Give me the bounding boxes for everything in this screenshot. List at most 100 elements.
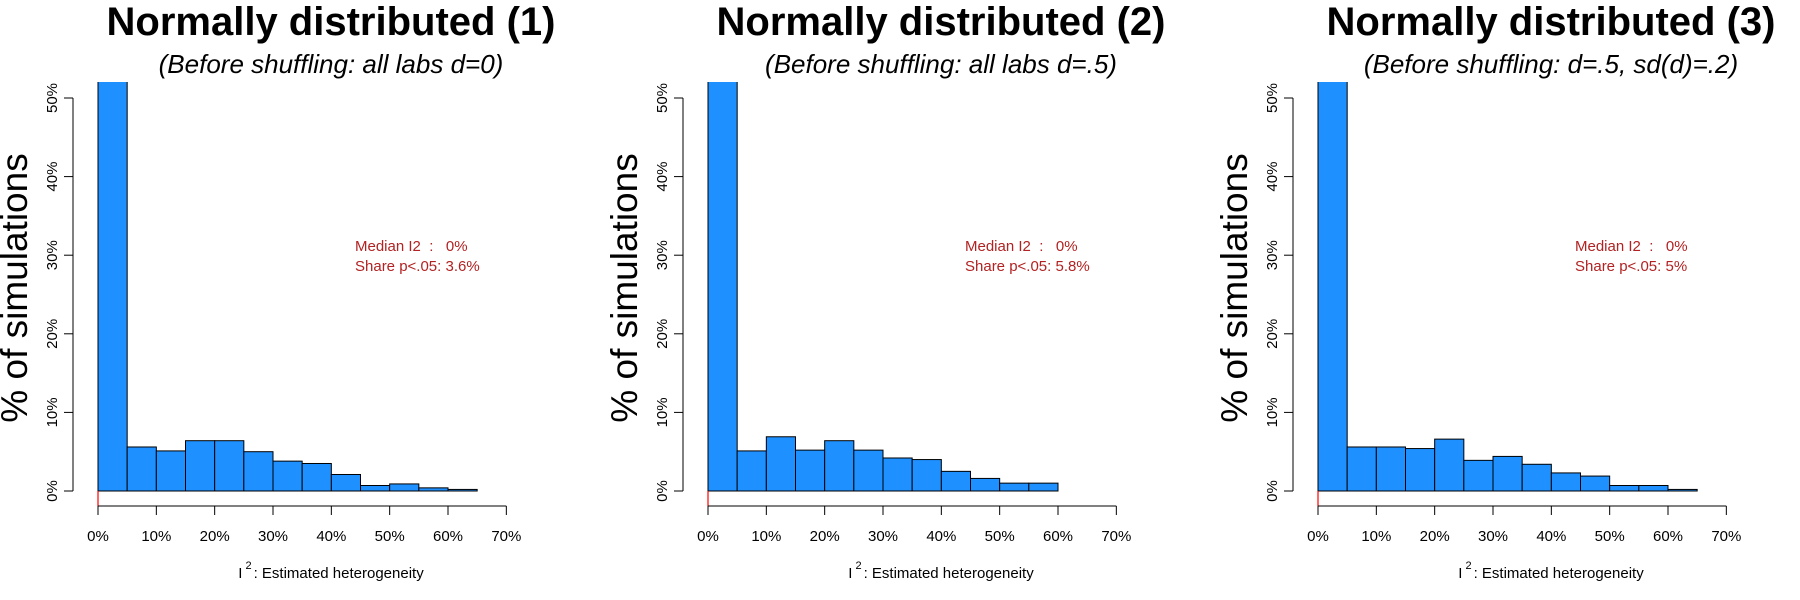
bars [1317, 82, 1698, 492]
y-axis-label: % of simulations [1214, 153, 1255, 422]
x-axis-label-text: : Estimated heterogeneity [1474, 565, 1645, 582]
histogram-bar [1521, 463, 1552, 492]
annotation-median: Median I2 : 0% [355, 238, 468, 255]
x-tick-label: 60% [1653, 528, 1683, 545]
x-tick-label: 40% [926, 528, 956, 545]
x-tick-label: 10% [751, 528, 781, 545]
histogram-bar [882, 457, 913, 492]
histogram-bar [301, 462, 332, 492]
chart-panel-1: Normally distributed (1) (Before shufflin… [0, 0, 555, 582]
histogram-bar [970, 477, 1001, 492]
x-tick-label: 40% [316, 528, 346, 545]
x-axis-label-text: : Estimated heterogeneity [864, 565, 1035, 582]
y-tick-label: 40% [654, 162, 671, 192]
x-tick-label: 10% [1361, 528, 1391, 545]
chart-panel-3: Normally distributed (3) (Before shufflin… [1214, 0, 1775, 582]
x-tick-label: 30% [258, 528, 288, 545]
x-tick-label: 0% [697, 528, 719, 545]
x-tick-label: 0% [1307, 528, 1329, 545]
chart-subtitle: (Before shuffling: d=.5, sd(d)=.2) [1364, 49, 1738, 79]
histogram-bar [330, 473, 362, 492]
histogram-bar [185, 440, 216, 492]
x-tick-label: 50% [1595, 528, 1625, 545]
chart-title: Normally distributed (3) [1327, 0, 1776, 44]
x-tick-label: 20% [1420, 528, 1450, 545]
histogram-bar [97, 82, 128, 492]
y-tick-label: 20% [654, 319, 671, 349]
histogram-bar [1317, 82, 1348, 492]
histogram-bar [736, 450, 767, 492]
y-tick-label: 50% [44, 83, 61, 113]
bars [97, 82, 478, 492]
y-tick-label: 50% [654, 83, 671, 113]
histogram-bar [1580, 475, 1611, 492]
histogram-bar [1346, 446, 1377, 492]
y-tick-label: 10% [654, 397, 671, 427]
annotation-median: Median I2 : 0% [965, 238, 1078, 255]
histogram-bar [1667, 488, 1698, 492]
x-tick-label: 20% [810, 528, 840, 545]
histogram-bar [1375, 446, 1406, 492]
y-tick-label: 0% [44, 480, 61, 502]
x-tick-label: 0% [87, 528, 109, 545]
histogram-bar [1550, 472, 1582, 492]
x-tick-label: 70% [1101, 528, 1131, 545]
y-tick-label: 20% [44, 319, 61, 349]
y-tick-label: 0% [654, 480, 671, 502]
y-tick-label: 40% [44, 162, 61, 192]
histogram-bar [707, 82, 738, 492]
x-tick-label: 60% [433, 528, 463, 545]
histogram-bar [214, 440, 245, 492]
histogram-bar [853, 449, 884, 492]
y-tick-label: 40% [1264, 162, 1281, 192]
annotation-median: Median I2 : 0% [1575, 238, 1688, 255]
y-tick-label: 50% [1264, 83, 1281, 113]
y-axis-label: % of simulations [604, 153, 645, 422]
chart-panel-2: Normally distributed (2) (Before shufflin… [604, 0, 1165, 582]
x-tick-label: 30% [868, 528, 898, 545]
histogram-bar [360, 484, 391, 492]
y-axis-label: % of simulations [0, 153, 35, 422]
histogram-bar [940, 470, 972, 492]
histogram-bar [765, 436, 796, 492]
x-tick-label: 10% [141, 528, 171, 545]
bars [707, 82, 1059, 492]
y-tick-label: 0% [1264, 480, 1281, 502]
histogram-bar [418, 487, 449, 492]
histogram-bar [1609, 484, 1640, 492]
x-tick-label: 20% [200, 528, 230, 545]
y-tick-label: 10% [44, 397, 61, 427]
x-tick-label: 50% [375, 528, 405, 545]
x-tick-label: 40% [1536, 528, 1566, 545]
histogram-bar [272, 460, 303, 492]
y-tick-label: 30% [654, 240, 671, 270]
histogram-bar [1434, 438, 1465, 492]
histogram-bar [389, 483, 420, 492]
chart-subtitle: (Before shuffling: all labs d=0) [159, 49, 504, 79]
y-tick-label: 10% [1264, 397, 1281, 427]
x-axis-label-text: : Estimated heterogeneity [254, 565, 425, 582]
x-axis-label-superscript: 2 [245, 560, 251, 572]
histogram-bar [795, 449, 826, 492]
histogram-bar [1405, 448, 1436, 492]
annotation-share: Share p<.05: 5.8% [965, 258, 1090, 275]
x-axis-label-symbol: I [848, 565, 852, 582]
x-axis-label-superscript: 2 [1465, 560, 1471, 572]
histogram-bar [999, 482, 1030, 492]
y-tick-label: 30% [1264, 240, 1281, 270]
annotation-share: Share p<.05: 5% [1575, 258, 1687, 275]
chart-title: Normally distributed (2) [717, 0, 1166, 44]
histogram-bar [1638, 484, 1669, 492]
x-tick-label: 70% [1711, 528, 1741, 545]
y-tick-label: 20% [1264, 319, 1281, 349]
histogram-bar [126, 446, 157, 492]
histogram-bar [1463, 459, 1494, 492]
chart-title: Normally distributed (1) [107, 0, 556, 44]
x-tick-label: 70% [491, 528, 521, 545]
histogram-bar [1028, 482, 1059, 492]
histogram-bar [911, 459, 942, 492]
y-tick-label: 30% [44, 240, 61, 270]
